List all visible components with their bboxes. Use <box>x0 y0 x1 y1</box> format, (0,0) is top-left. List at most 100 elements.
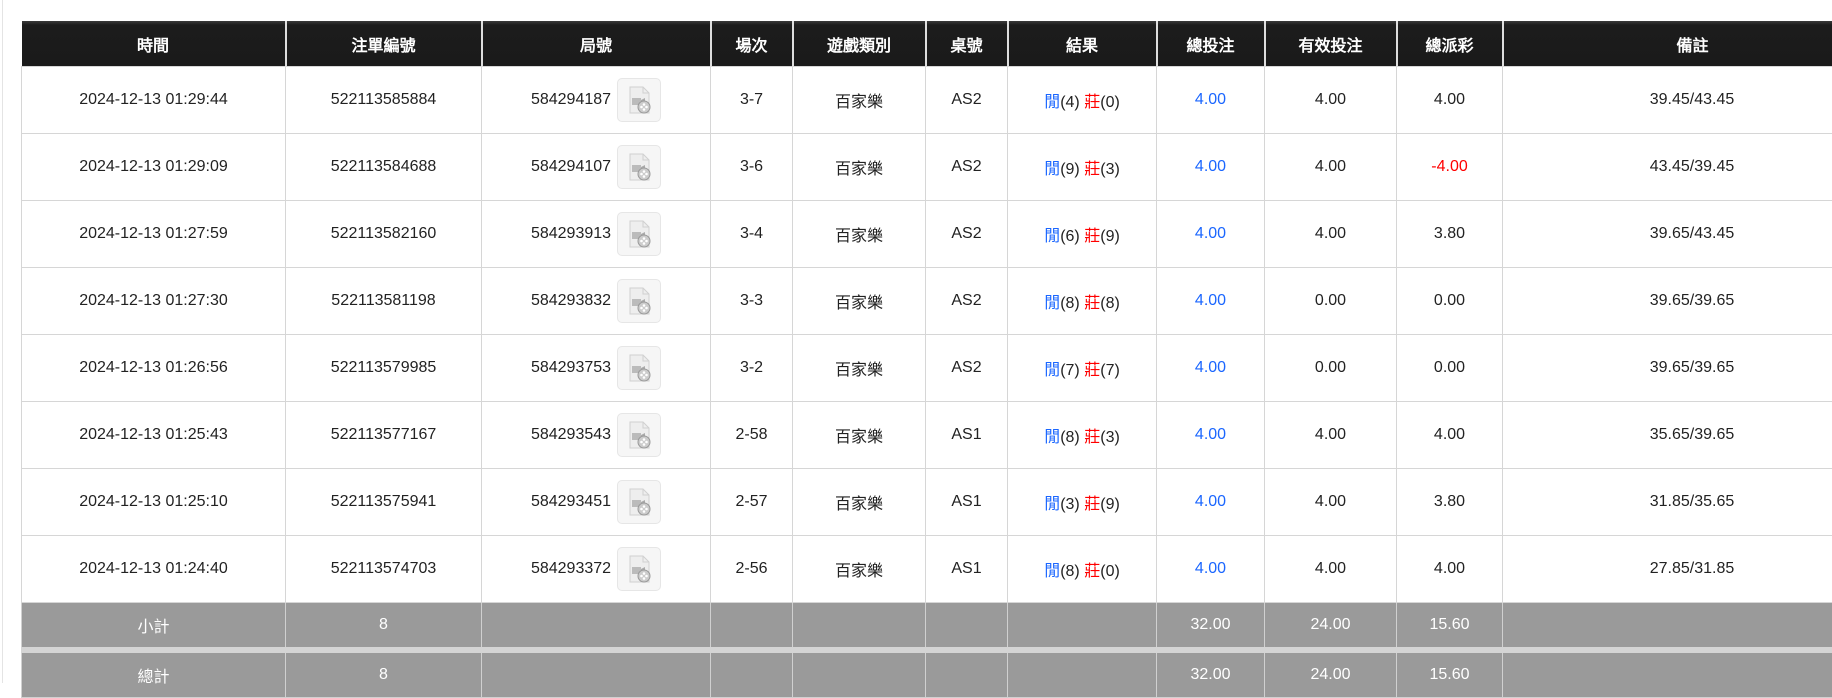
cell-total-bet: 4.00 <box>1157 67 1265 134</box>
player-score: (8) <box>1060 295 1080 312</box>
player-label: 閒 <box>1044 563 1060 580</box>
cell-note: 39.65/43.45 <box>1503 201 1832 268</box>
cell-session: 2-57 <box>711 469 793 536</box>
video-replay-icon[interactable] <box>617 413 661 457</box>
cell-time: 2024-12-13 01:25:10 <box>22 469 286 536</box>
cell-bet-id: 522113584688 <box>286 134 482 201</box>
cell-round: 584293753 <box>482 335 711 402</box>
cell-time: 2024-12-13 01:25:43 <box>22 402 286 469</box>
video-replay-icon[interactable] <box>617 279 661 323</box>
cell-note: 27.85/31.85 <box>1503 536 1832 603</box>
table-header-row: 時間注單編號局號場次遊戲類別桌號結果總投注有效投注總派彩備註 <box>22 21 1832 67</box>
cell-time: 2024-12-13 01:24:40 <box>22 536 286 603</box>
player-label: 閒 <box>1044 295 1060 312</box>
cell-payout: 4.00 <box>1397 536 1503 603</box>
cell-round: 584294187 <box>482 67 711 134</box>
cell-bet-id: 522113574703 <box>286 536 482 603</box>
cell-table-no: AS2 <box>926 335 1008 402</box>
cell-result: 閒(6) 莊(9) <box>1008 201 1157 268</box>
header-bet-id: 注單編號 <box>286 21 482 67</box>
bet-records-table: 時間注單編號局號場次遊戲類別桌號結果總投注有效投注總派彩備註 2024-12-1… <box>21 21 1832 698</box>
banker-score: (3) <box>1100 161 1120 178</box>
cell-note: 39.45/43.45 <box>1503 67 1832 134</box>
banker-score: (0) <box>1100 563 1120 580</box>
summary-valid-bet: 24.00 <box>1265 650 1397 698</box>
cell-result: 閒(9) 莊(3) <box>1008 134 1157 201</box>
banker-score: (7) <box>1100 362 1120 379</box>
round-number: 584293543 <box>531 426 611 443</box>
cell-valid-bet: 4.00 <box>1265 134 1397 201</box>
video-replay-icon[interactable] <box>617 480 661 524</box>
cell-game-type: 百家樂 <box>793 67 926 134</box>
cell-total-bet: 4.00 <box>1157 469 1265 536</box>
cell-table-no: AS2 <box>926 67 1008 134</box>
summary-empty <box>793 650 926 698</box>
cell-table-no: AS2 <box>926 268 1008 335</box>
cell-total-bet: 4.00 <box>1157 335 1265 402</box>
cell-bet-id: 522113582160 <box>286 201 482 268</box>
video-replay-icon[interactable] <box>617 346 661 390</box>
player-score: (8) <box>1060 563 1080 580</box>
header-result: 結果 <box>1008 21 1157 67</box>
cell-total-bet: 4.00 <box>1157 536 1265 603</box>
video-replay-icon[interactable] <box>617 547 661 591</box>
cell-payout: 4.00 <box>1397 67 1503 134</box>
cell-result: 閒(4) 莊(0) <box>1008 67 1157 134</box>
cell-payout: 3.80 <box>1397 469 1503 536</box>
cell-game-type: 百家樂 <box>793 469 926 536</box>
summary-payout: 15.60 <box>1397 603 1503 651</box>
cell-game-type: 百家樂 <box>793 402 926 469</box>
cell-table-no: AS1 <box>926 536 1008 603</box>
cell-time: 2024-12-13 01:29:44 <box>22 67 286 134</box>
cell-payout: 3.80 <box>1397 201 1503 268</box>
header-table-no: 桌號 <box>926 21 1008 67</box>
video-replay-icon[interactable] <box>617 145 661 189</box>
banker-score: (9) <box>1100 228 1120 245</box>
header-game-type: 遊戲類別 <box>793 21 926 67</box>
summary-total-bet: 32.00 <box>1157 650 1265 698</box>
player-label: 閒 <box>1044 429 1060 446</box>
player-score: (9) <box>1060 161 1080 178</box>
player-label: 閒 <box>1044 94 1060 111</box>
cell-table-no: AS1 <box>926 402 1008 469</box>
round-number: 584293372 <box>531 560 611 577</box>
cell-note: 43.45/39.45 <box>1503 134 1832 201</box>
cell-valid-bet: 0.00 <box>1265 268 1397 335</box>
cell-time: 2024-12-13 01:29:09 <box>22 134 286 201</box>
player-label: 閒 <box>1044 228 1060 245</box>
round-number: 584293753 <box>531 359 611 376</box>
cell-bet-id: 522113577167 <box>286 402 482 469</box>
header-total-bet: 總投注 <box>1157 21 1265 67</box>
summary-empty <box>793 603 926 651</box>
cell-result: 閒(8) 莊(0) <box>1008 536 1157 603</box>
video-replay-icon[interactable] <box>617 212 661 256</box>
cell-result: 閒(8) 莊(8) <box>1008 268 1157 335</box>
cell-round: 584293451 <box>482 469 711 536</box>
video-replay-icon[interactable] <box>617 78 661 122</box>
header-time: 時間 <box>22 21 286 67</box>
summary-payout: 15.60 <box>1397 650 1503 698</box>
summary-total-bet: 32.00 <box>1157 603 1265 651</box>
cell-time: 2024-12-13 01:27:30 <box>22 268 286 335</box>
banker-score: (3) <box>1100 429 1120 446</box>
banker-score: (8) <box>1100 295 1120 312</box>
header-payout: 總派彩 <box>1397 21 1503 67</box>
cell-bet-id: 522113585884 <box>286 67 482 134</box>
cell-time: 2024-12-13 01:27:59 <box>22 201 286 268</box>
cell-table-no: AS2 <box>926 201 1008 268</box>
cell-game-type: 百家樂 <box>793 536 926 603</box>
cell-payout: 0.00 <box>1397 335 1503 402</box>
cell-bet-id: 522113579985 <box>286 335 482 402</box>
summary-empty <box>711 650 793 698</box>
cell-result: 閒(8) 莊(3) <box>1008 402 1157 469</box>
round-number: 584293451 <box>531 493 611 510</box>
cell-valid-bet: 0.00 <box>1265 335 1397 402</box>
round-number: 584293913 <box>531 225 611 242</box>
banker-score: (9) <box>1100 496 1120 513</box>
page-left-border <box>2 0 3 683</box>
